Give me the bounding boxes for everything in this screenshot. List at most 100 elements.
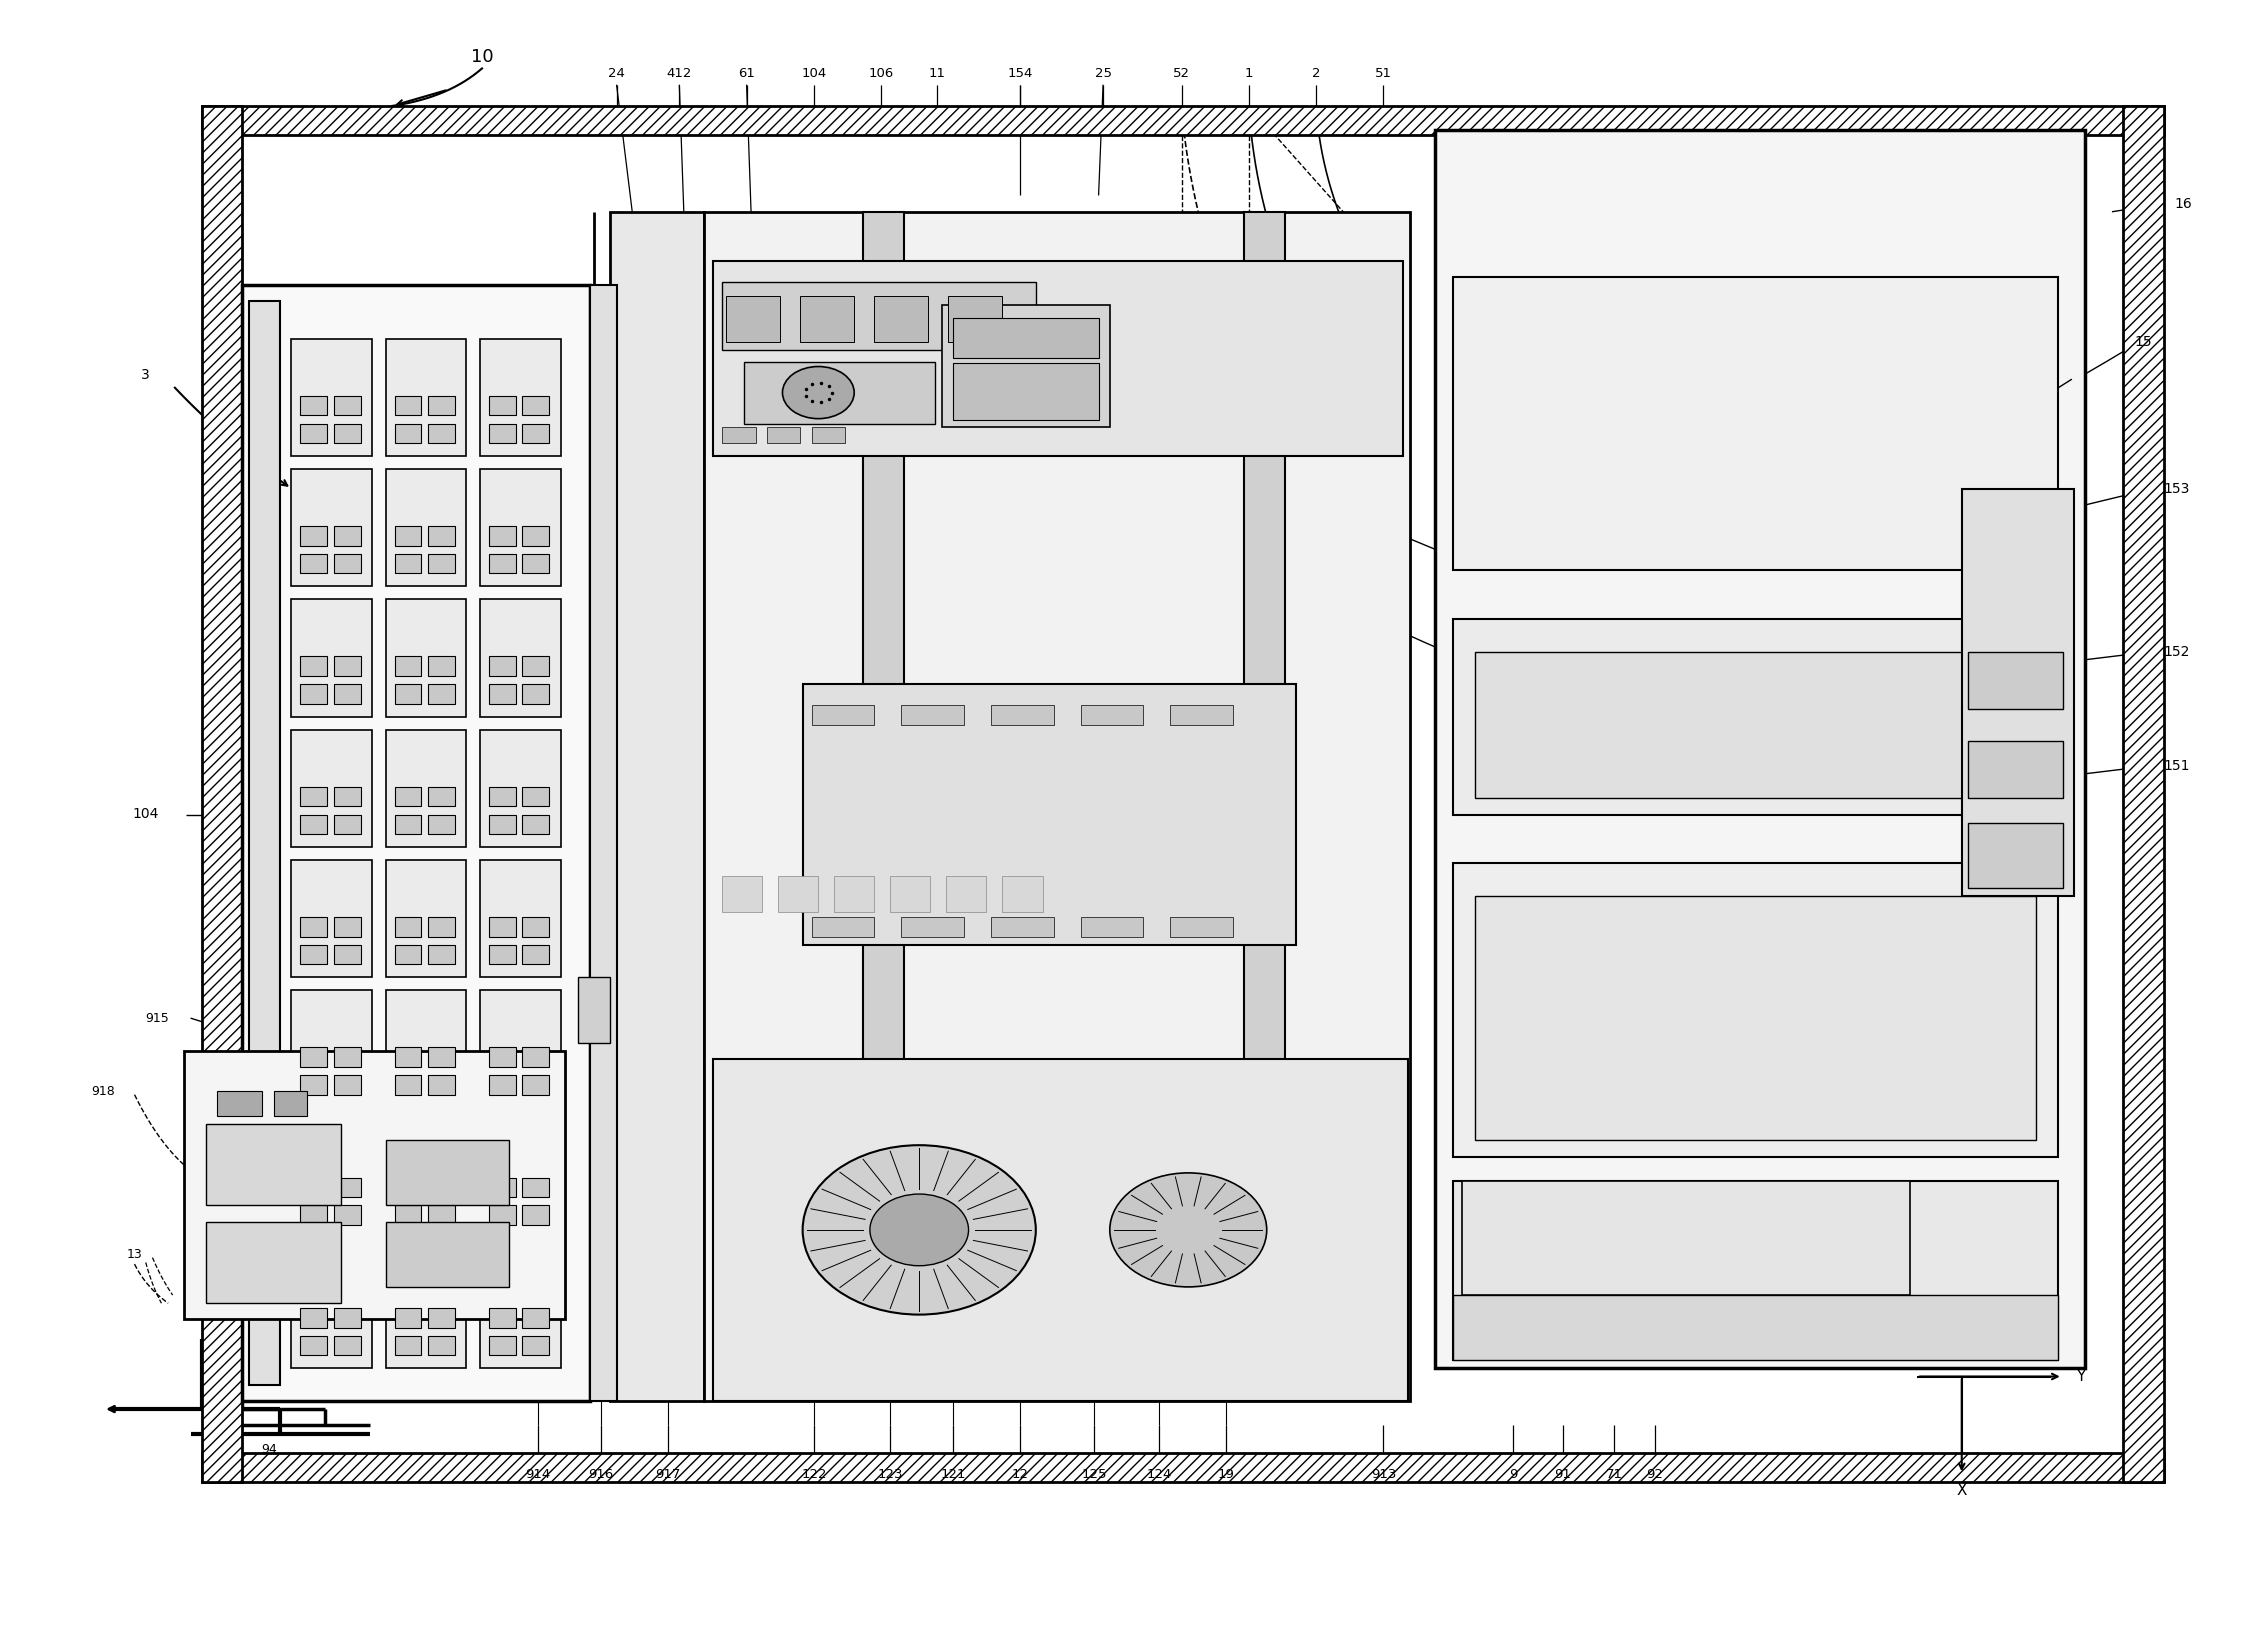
Bar bbox=[395, 684, 421, 704]
Text: X: X bbox=[1957, 1482, 1966, 1499]
Bar bbox=[522, 396, 549, 415]
Bar bbox=[991, 705, 1054, 725]
Bar bbox=[334, 526, 361, 546]
Bar bbox=[300, 1336, 327, 1355]
Bar bbox=[1962, 489, 2074, 896]
Bar bbox=[1968, 741, 2063, 798]
Bar bbox=[489, 787, 516, 806]
Bar bbox=[522, 1308, 549, 1328]
Bar bbox=[386, 339, 466, 456]
Bar bbox=[291, 860, 372, 977]
Bar bbox=[522, 526, 549, 546]
Bar bbox=[334, 424, 361, 443]
Text: 915: 915 bbox=[146, 1012, 168, 1025]
Text: 125: 125 bbox=[1081, 1468, 1108, 1481]
Bar bbox=[1244, 212, 1285, 1401]
Text: 106: 106 bbox=[868, 67, 895, 80]
Text: 19: 19 bbox=[1217, 1468, 1235, 1481]
Bar bbox=[395, 396, 421, 415]
Bar bbox=[1453, 277, 2058, 570]
Bar bbox=[522, 656, 549, 676]
Bar bbox=[1002, 876, 1043, 912]
Circle shape bbox=[803, 1145, 1036, 1315]
Bar bbox=[395, 424, 421, 443]
Bar bbox=[874, 296, 928, 342]
Bar bbox=[834, 876, 874, 912]
Bar bbox=[334, 814, 361, 834]
Bar bbox=[812, 427, 845, 443]
Bar bbox=[522, 1178, 549, 1197]
Text: 154: 154 bbox=[1007, 67, 1034, 80]
Bar bbox=[522, 945, 549, 964]
Bar bbox=[395, 917, 421, 937]
Bar bbox=[489, 396, 516, 415]
Bar bbox=[300, 945, 327, 964]
Bar bbox=[334, 1047, 361, 1067]
Bar bbox=[863, 212, 904, 1401]
Circle shape bbox=[870, 1194, 969, 1266]
Bar bbox=[489, 945, 516, 964]
Bar bbox=[395, 656, 421, 676]
Text: 52: 52 bbox=[1173, 67, 1191, 80]
Bar bbox=[480, 469, 560, 586]
Text: 1: 1 bbox=[1244, 67, 1253, 80]
Bar bbox=[722, 876, 762, 912]
Bar bbox=[300, 1178, 327, 1197]
Bar bbox=[489, 1178, 516, 1197]
Bar bbox=[522, 1075, 549, 1095]
Text: 91: 91 bbox=[1554, 1468, 1572, 1481]
Bar bbox=[890, 876, 930, 912]
Bar bbox=[386, 1140, 509, 1205]
Text: 123: 123 bbox=[877, 1468, 904, 1481]
Bar bbox=[522, 424, 549, 443]
Text: 71: 71 bbox=[1605, 1468, 1623, 1481]
Bar bbox=[428, 1178, 455, 1197]
Bar bbox=[249, 301, 280, 1385]
Bar bbox=[803, 684, 1296, 945]
Bar bbox=[428, 1336, 455, 1355]
Bar bbox=[713, 261, 1403, 456]
Text: 51: 51 bbox=[1374, 67, 1392, 80]
Bar bbox=[1453, 619, 2058, 814]
Bar bbox=[489, 526, 516, 546]
Bar bbox=[778, 876, 818, 912]
Bar bbox=[946, 876, 986, 912]
Text: 153: 153 bbox=[2164, 482, 2190, 495]
Bar bbox=[300, 1047, 327, 1067]
Bar bbox=[1453, 863, 2058, 1157]
Text: 916: 916 bbox=[587, 1468, 614, 1481]
Text: Y: Y bbox=[2076, 1368, 2085, 1385]
Bar bbox=[480, 1251, 560, 1368]
Bar bbox=[206, 1124, 341, 1205]
Text: 917: 917 bbox=[655, 1468, 682, 1481]
Bar bbox=[428, 1205, 455, 1225]
Text: 104: 104 bbox=[800, 67, 827, 80]
Text: 121: 121 bbox=[939, 1468, 966, 1481]
Bar bbox=[386, 1121, 466, 1238]
Text: 94: 94 bbox=[260, 1443, 278, 1456]
Bar bbox=[610, 212, 704, 1401]
Bar bbox=[489, 1075, 516, 1095]
Bar bbox=[1170, 705, 1233, 725]
Text: 3: 3 bbox=[141, 368, 150, 381]
Bar bbox=[726, 296, 780, 342]
Text: 913: 913 bbox=[1370, 1468, 1397, 1481]
Text: 11: 11 bbox=[928, 67, 946, 80]
Bar bbox=[202, 106, 2164, 135]
Bar bbox=[184, 1051, 565, 1319]
Bar bbox=[489, 554, 516, 573]
Bar bbox=[767, 427, 800, 443]
Bar bbox=[489, 684, 516, 704]
Bar bbox=[291, 339, 372, 456]
Bar bbox=[386, 1222, 509, 1287]
Text: 16: 16 bbox=[2175, 197, 2193, 210]
Bar bbox=[953, 318, 1099, 358]
Bar bbox=[300, 656, 327, 676]
Bar bbox=[942, 305, 1110, 427]
Text: 104: 104 bbox=[132, 808, 159, 821]
Bar bbox=[334, 1308, 361, 1328]
Text: 15: 15 bbox=[2134, 336, 2152, 349]
Circle shape bbox=[1110, 1173, 1267, 1287]
Bar bbox=[291, 1251, 372, 1368]
Bar bbox=[522, 814, 549, 834]
